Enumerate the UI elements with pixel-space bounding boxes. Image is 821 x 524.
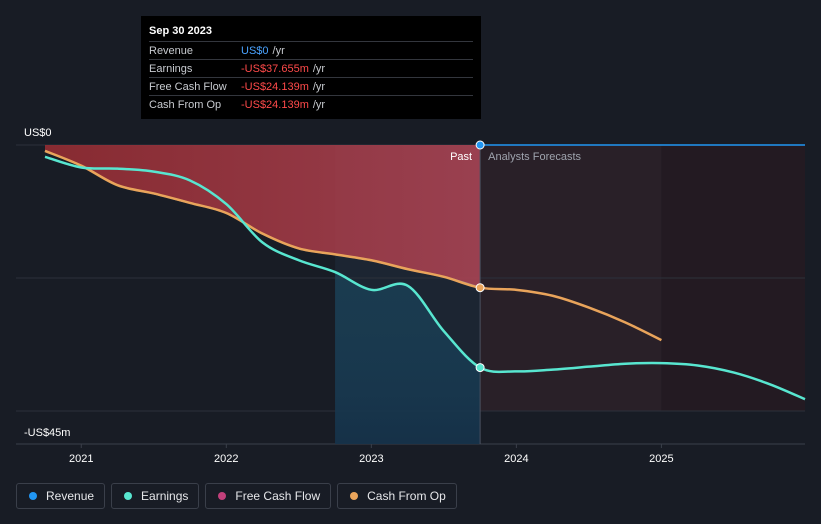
tooltip-unit: /yr (312, 98, 326, 111)
legend-label: Revenue (46, 489, 95, 503)
x-tick-label: 2023 (359, 453, 383, 465)
tooltip-value: -US$24.139m (241, 80, 309, 93)
revenue-dot-icon (29, 492, 37, 500)
x-tick-label: 2021 (69, 453, 93, 465)
tooltip-row-free-cash-flow: Free Cash Flow -US$24.139m /yr (149, 77, 473, 95)
cash-from-op-marker (475, 283, 485, 293)
tooltip-unit: /yr (272, 44, 285, 57)
legend: Revenue Earnings Free Cash Flow Cash Fro… (16, 483, 457, 509)
earnings-dot-icon (124, 492, 133, 500)
legend-label: Cash From Op (367, 489, 446, 503)
forecast-label: Analysts Forecasts (488, 151, 581, 163)
earnings-marker (475, 363, 485, 373)
x-tick-label: 2025 (649, 453, 673, 465)
tooltip-label: Earnings (149, 62, 193, 75)
tooltip-label: Revenue (149, 44, 194, 57)
legend-item-free-cash-flow[interactable]: Free Cash Flow (205, 483, 332, 509)
earnings-area (335, 272, 481, 444)
x-tick-label: 2022 (214, 453, 238, 465)
tooltip-label: Cash From Op (149, 98, 222, 111)
legend-label: Earnings (141, 489, 189, 503)
legend-label: Free Cash Flow (235, 489, 321, 503)
legend-item-revenue[interactable]: Revenue (16, 483, 106, 509)
revenue-marker (475, 140, 485, 150)
tooltip-value: -US$24.139m (241, 98, 309, 111)
tooltip-label: Free Cash Flow (149, 80, 227, 93)
tooltip: Sep 30 2023 Revenue US$0 /yr Earnings -U… (141, 16, 481, 119)
tooltip-row-cash-from-op: Cash From Op -US$24.139m /yr (149, 95, 473, 113)
tooltip-row-revenue: Revenue US$0 /yr (149, 41, 473, 59)
tooltip-date: Sep 30 2023 (149, 25, 212, 37)
cash-from-op-line (44, 149, 662, 342)
tooltip-value: US$0 (241, 44, 269, 57)
legend-item-cash-from-op[interactable]: Cash From Op (337, 483, 457, 509)
legend-item-earnings[interactable]: Earnings (111, 483, 200, 509)
tooltip-row-earnings: Earnings -US$37.655m /yr (149, 59, 473, 77)
y-tick-label-top: US$0 (24, 127, 52, 139)
tooltip-unit: /yr (312, 80, 326, 93)
cash-from-op-dot-icon (350, 492, 359, 500)
earnings-line (44, 155, 806, 401)
free-cash-flow-area (45, 145, 481, 288)
tooltip-unit: /yr (312, 62, 326, 75)
tooltip-value: -US$37.655m (241, 62, 309, 75)
past-label: Past (450, 151, 472, 163)
x-tick-label: 2024 (504, 453, 528, 465)
free-cash-flow-dot-icon (218, 492, 227, 500)
y-tick-label-bottom: -US$45m (24, 427, 70, 439)
